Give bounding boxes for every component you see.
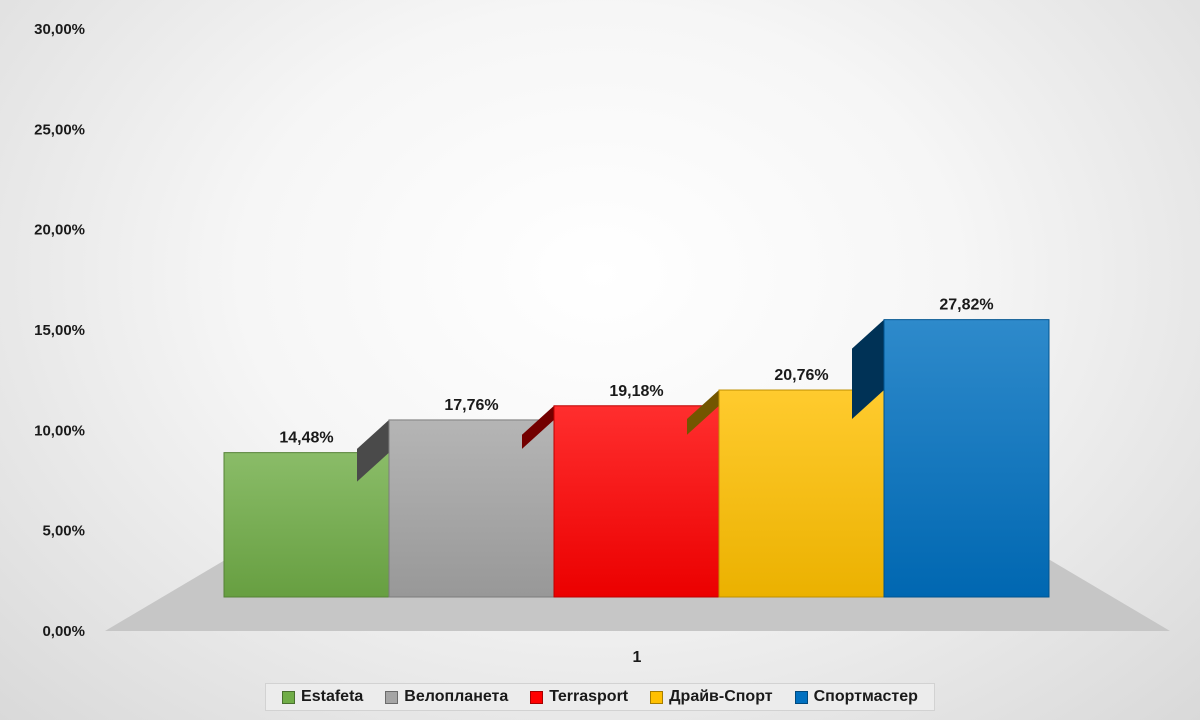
data-label: 20,76% [774,367,828,384]
legend-box: Estafeta Велопланета Terrasport Драйв-Спорт… [265,683,935,711]
y-tick-label: 15,00% [34,322,85,339]
bar [388,419,555,598]
bar-side-face [522,405,554,449]
legend-item: Estafeta [282,688,363,706]
y-tick-label: 25,00% [34,121,85,138]
legend-swatch [530,690,544,704]
bar-side-face [357,419,389,482]
y-tick-label: 5,00% [42,523,85,540]
legend-item: Terrasport [530,688,628,706]
legend-item: Велопланета [385,688,508,706]
legend-label: Велопланета [404,688,509,705]
y-tick-label: 10,00% [34,422,85,439]
data-label: 27,82% [939,297,993,314]
legend: Estafeta Велопланета Terrasport Драйв-Спорт… [0,683,1200,711]
legend-label: Спортмастер [813,688,918,705]
y-axis: 0,00% 5,00% 10,00% 15,00% 20,00% 25,00% 30,00% [34,21,85,640]
data-labels-group: 14,48% 17,76% 19,18% 20,76% 27,82% [279,297,993,447]
data-label: 19,18% [609,383,663,400]
data-label: 17,76% [444,397,498,414]
y-tick-label: 20,00% [34,222,85,239]
legend-item: Драйв-Спорт [650,688,773,706]
legend-label: Estafeta [301,688,364,705]
legend-swatch [650,690,664,704]
bar [553,405,720,598]
data-label: 14,48% [279,430,333,447]
legend-swatch [385,690,399,704]
bar-side-face [687,390,719,435]
x-category-label: 1 [633,649,642,666]
legend-label: Драйв-Спорт [669,688,773,705]
bar-side-face [852,319,884,420]
legend-item: Спортмастер [794,688,918,706]
legend-swatch [794,690,808,704]
legend-label: Terrasport [549,688,629,705]
legend-swatch [282,690,296,704]
bar [718,389,885,598]
y-tick-label: 0,00% [42,623,85,640]
y-tick-label: 30,00% [34,21,85,38]
bar [883,319,1050,598]
bars-group [223,319,1050,598]
